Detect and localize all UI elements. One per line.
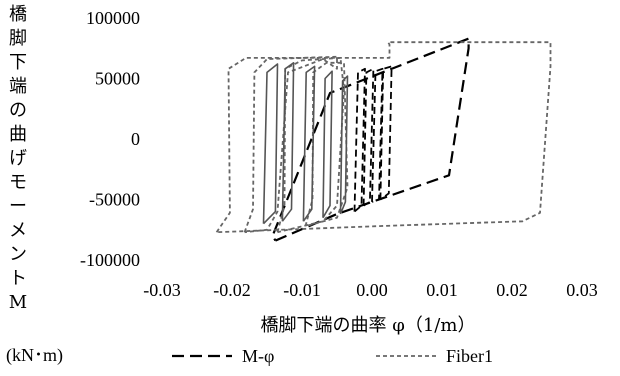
series-fiber1-loop <box>243 55 338 234</box>
x-tick-label: 0.01 <box>426 280 458 300</box>
series-fiber1-loop <box>215 41 552 234</box>
x-axis-title: 橋脚下端の曲率 φ（1/m） <box>261 315 476 336</box>
x-tick-labels: -0.03 -0.02 -0.01 0.00 0.01 0.02 0.03 <box>143 280 598 300</box>
y-axis-title-char: 端 <box>9 76 27 97</box>
series-solid-loop <box>281 62 295 222</box>
series-m-phi-line <box>271 37 470 242</box>
series-inner-dashed-loop <box>353 67 366 213</box>
y-axis-title-char: 脚 <box>9 28 27 49</box>
plot-area <box>215 37 552 242</box>
series-solid-loop <box>322 70 333 219</box>
y-axis-title-char: ン <box>9 244 27 265</box>
series-inner-dashed-loop <box>379 65 393 201</box>
x-tick-label: 0.03 <box>566 280 598 300</box>
y-tick-label: 50000 <box>95 69 140 89</box>
series-fiber1-loop <box>276 57 345 234</box>
y-axis-title-char: ー <box>9 196 27 217</box>
series-inner-dashed-loop <box>371 67 384 203</box>
y-axis-title-char: の <box>9 100 27 121</box>
series-solid-loop <box>262 63 279 225</box>
x-tick-label: 0.02 <box>496 280 528 300</box>
y-axis-title-char: 橋 <box>9 4 27 25</box>
y-axis-title-char: M <box>9 292 27 313</box>
x-tick-label: -0.02 <box>213 280 251 300</box>
y-axis-title-char: 曲 <box>9 124 27 145</box>
x-tick-label: -0.03 <box>143 280 181 300</box>
y-axis-title-char: モ <box>9 172 27 193</box>
series-inner-dashed-loop <box>362 67 375 207</box>
x-tick-label: 0.00 <box>356 280 388 300</box>
y-axis-title-char: メ <box>9 220 27 241</box>
legend-label: M-φ <box>242 346 274 366</box>
y-axis-title-char: げ <box>9 148 27 169</box>
y-tick-label: -50000 <box>89 190 140 210</box>
y-tick-label: 100000 <box>86 8 140 28</box>
series-solid-loop <box>302 65 316 222</box>
y-axis-title-char: 下 <box>9 52 27 73</box>
legend-label: Fiber1 <box>446 346 493 366</box>
y-axis-unit: (kN･m) <box>6 345 63 366</box>
y-tick-label: -100000 <box>80 250 140 270</box>
y-tick-labels: -100000 -50000 0 50000 100000 <box>80 8 140 270</box>
series-solid-loop <box>339 75 349 215</box>
series-fiber1-loop <box>304 61 349 227</box>
y-axis-title-char: ト <box>9 268 27 289</box>
y-tick-label: 0 <box>131 129 140 149</box>
x-tick-label: -0.01 <box>283 280 321 300</box>
legend: M-φ Fiber1 <box>172 346 493 366</box>
